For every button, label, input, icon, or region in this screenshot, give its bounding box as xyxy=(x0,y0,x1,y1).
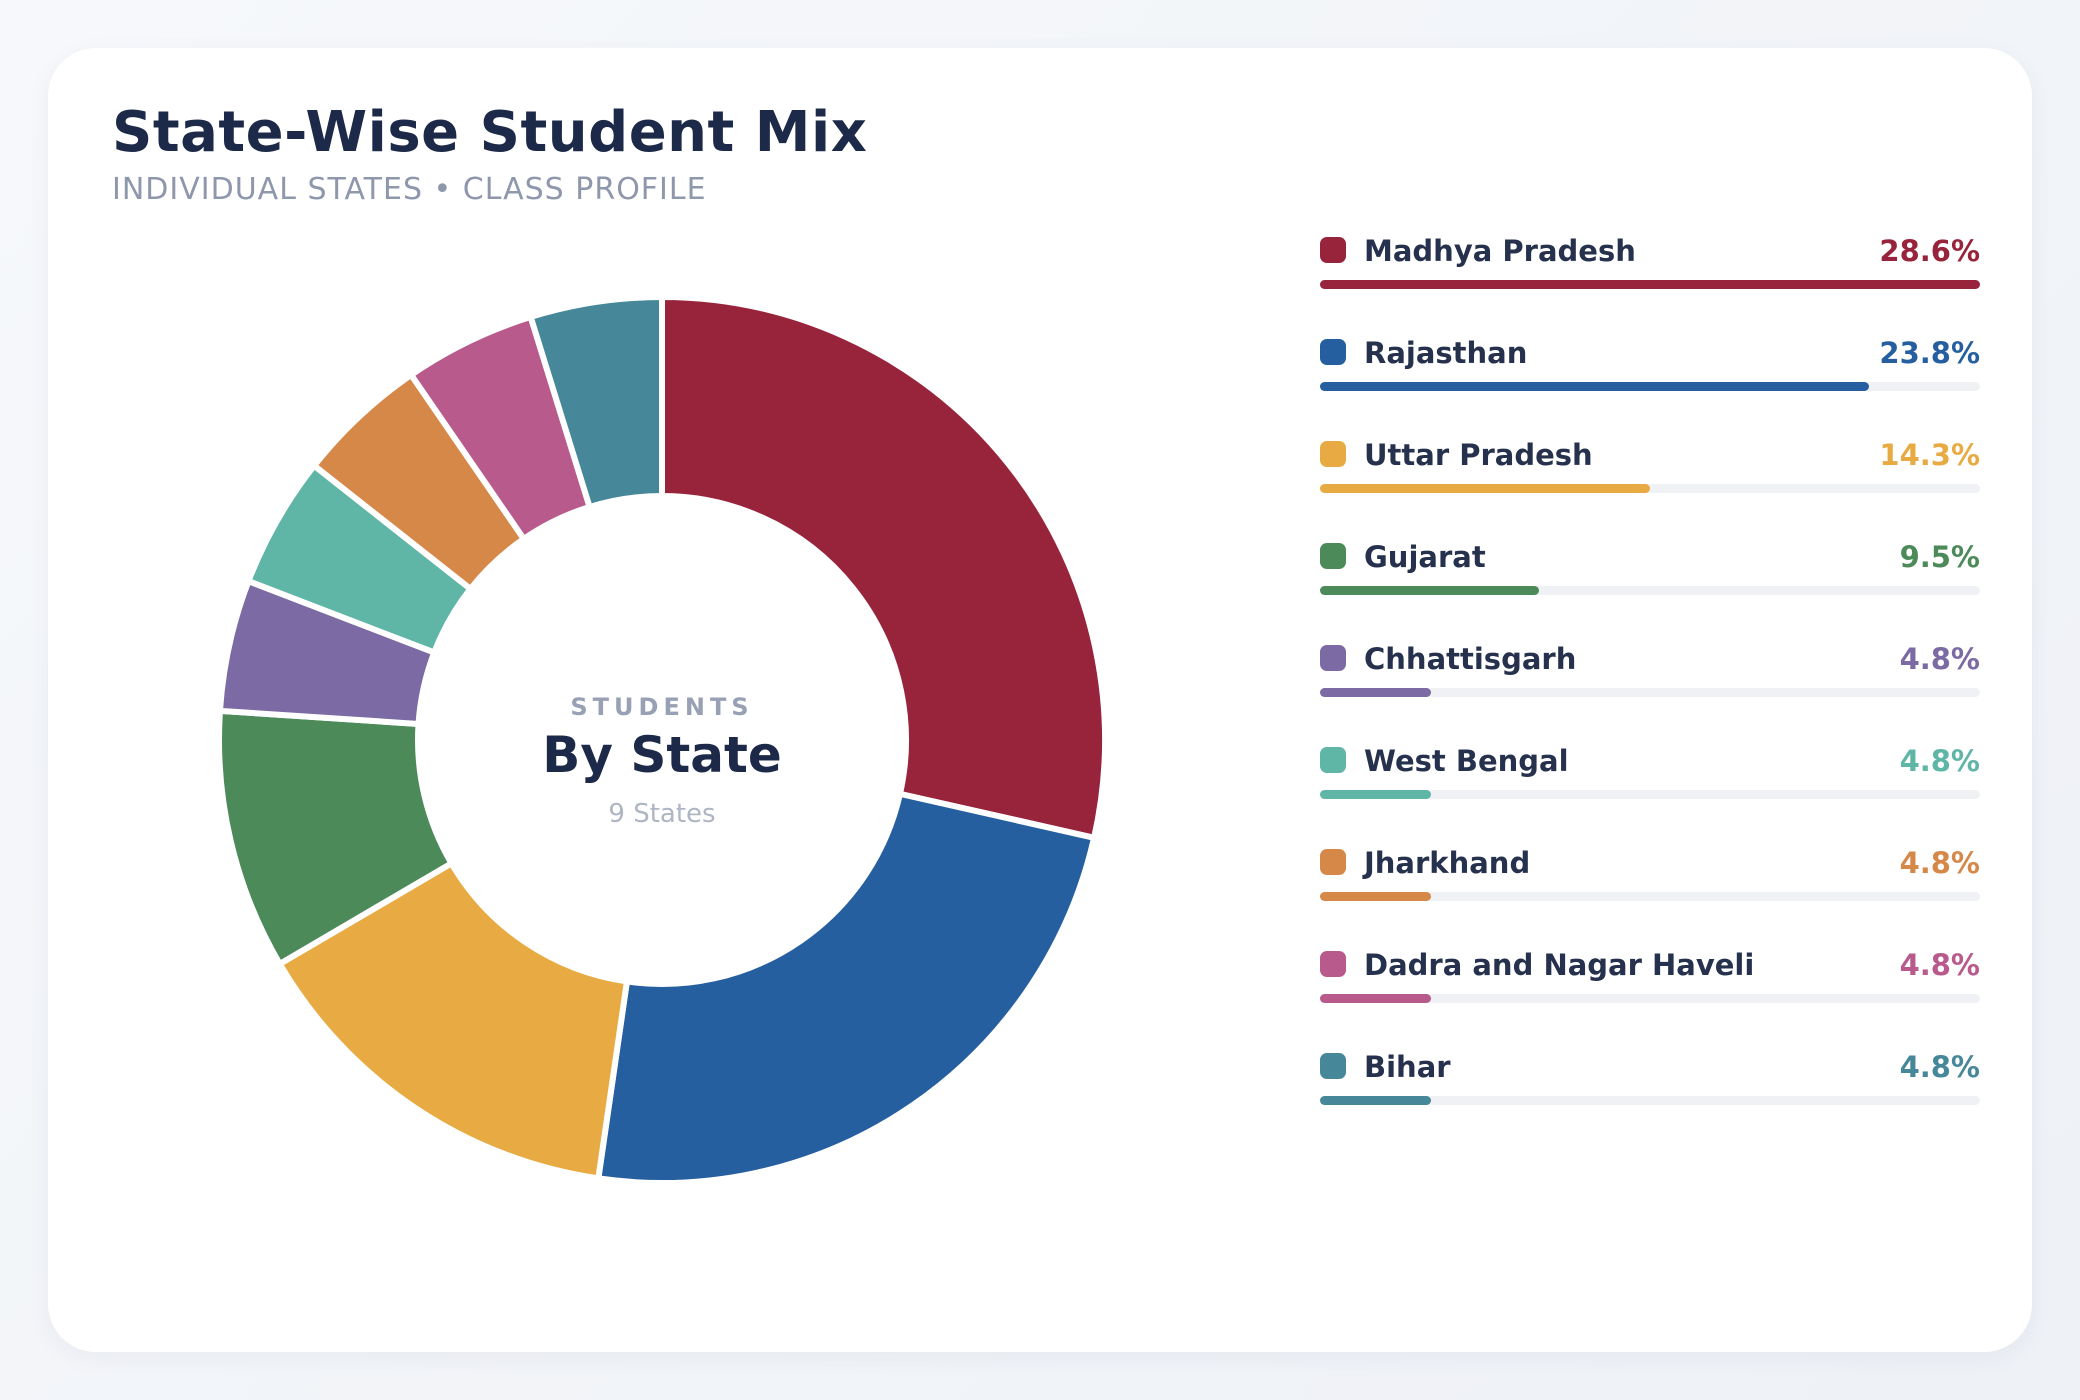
legend-bar-fill xyxy=(1320,1096,1431,1105)
legend-bar-track xyxy=(1320,382,1980,391)
legend: Madhya Pradesh 28.6% Rajasthan 23.8% Uttar P… xyxy=(1320,234,1980,1152)
legend-item-chhattisgarh: Chhattisgarh 4.8% xyxy=(1320,642,1980,744)
legend-bar-track xyxy=(1320,994,1980,1003)
legend-value: 4.8% xyxy=(1899,642,1980,676)
legend-swatch xyxy=(1320,1053,1346,1079)
legend-value: 4.8% xyxy=(1899,948,1980,982)
legend-value: 4.8% xyxy=(1899,846,1980,880)
legend-label: Bihar xyxy=(1364,1050,1451,1084)
legend-swatch xyxy=(1320,645,1346,671)
legend-bar-fill xyxy=(1320,790,1431,799)
legend-item-madhya-pradesh: Madhya Pradesh 28.6% xyxy=(1320,234,1980,336)
legend-swatch xyxy=(1320,339,1346,365)
chart-subtitle: INDIVIDUAL STATES • CLASS PROFILE xyxy=(112,172,707,207)
legend-swatch xyxy=(1320,441,1346,467)
legend-swatch xyxy=(1320,747,1346,773)
legend-swatch xyxy=(1320,849,1346,875)
legend-label: West Bengal xyxy=(1364,744,1569,778)
legend-item-dadra-and-nagar-haveli: Dadra and Nagar Haveli 4.8% xyxy=(1320,948,1980,1050)
legend-item-bihar: Bihar 4.8% xyxy=(1320,1050,1980,1152)
legend-label: Jharkhand xyxy=(1364,846,1531,880)
legend-label: Rajasthan xyxy=(1364,336,1528,370)
legend-label: Madhya Pradesh xyxy=(1364,234,1636,268)
center-kicker: STUDENTS xyxy=(570,693,753,721)
legend-item-west-bengal: West Bengal 4.8% xyxy=(1320,744,1980,846)
legend-bar-track xyxy=(1320,484,1980,493)
legend-item-jharkhand: Jharkhand 4.8% xyxy=(1320,846,1980,948)
chart-title: State-Wise Student Mix xyxy=(112,100,868,165)
legend-swatch xyxy=(1320,543,1346,569)
donut-slices xyxy=(216,294,1108,1186)
legend-bar-track xyxy=(1320,586,1980,595)
legend-item-rajasthan: Rajasthan 23.8% xyxy=(1320,336,1980,438)
legend-swatch xyxy=(1320,237,1346,263)
legend-value: 28.6% xyxy=(1879,234,1980,268)
slice-uttar-pradesh xyxy=(276,860,630,1182)
legend-value: 4.8% xyxy=(1899,1050,1980,1084)
legend-value: 23.8% xyxy=(1879,336,1980,370)
legend-bar-fill xyxy=(1320,688,1431,697)
legend-bar-fill xyxy=(1320,586,1540,595)
legend-bar-track xyxy=(1320,688,1980,697)
legend-bar-track xyxy=(1320,280,1980,289)
legend-bar-fill xyxy=(1320,280,1980,289)
legend-label: Gujarat xyxy=(1364,540,1486,574)
legend-value: 14.3% xyxy=(1879,438,1980,472)
slice-madhya-pradesh xyxy=(659,294,1108,841)
donut-chart: STUDENTS By State 9 States xyxy=(216,294,1108,1186)
legend-value: 9.5% xyxy=(1899,540,1980,574)
legend-bar-fill xyxy=(1320,382,1870,391)
legend-bar-fill xyxy=(1320,892,1431,901)
slice-bihar xyxy=(527,294,665,510)
legend-bar-fill xyxy=(1320,484,1650,493)
legend-bar-fill xyxy=(1320,994,1431,1003)
legend-bar-track xyxy=(1320,892,1980,901)
legend-swatch xyxy=(1320,951,1346,977)
center-subtitle: 9 States xyxy=(608,799,715,829)
legend-value: 4.8% xyxy=(1899,744,1980,778)
legend-bar-track xyxy=(1320,1096,1980,1105)
chart-card: State-Wise Student Mix INDIVIDUAL STATES… xyxy=(48,48,2032,1352)
legend-bar-track xyxy=(1320,790,1980,799)
center-title: By State xyxy=(542,726,782,784)
legend-label: Chhattisgarh xyxy=(1364,642,1577,676)
slice-rajasthan xyxy=(595,790,1098,1186)
legend-label: Uttar Pradesh xyxy=(1364,438,1593,472)
legend-item-uttar-pradesh: Uttar Pradesh 14.3% xyxy=(1320,438,1980,540)
legend-item-gujarat: Gujarat 9.5% xyxy=(1320,540,1980,642)
legend-label: Dadra and Nagar Haveli xyxy=(1364,948,1755,982)
